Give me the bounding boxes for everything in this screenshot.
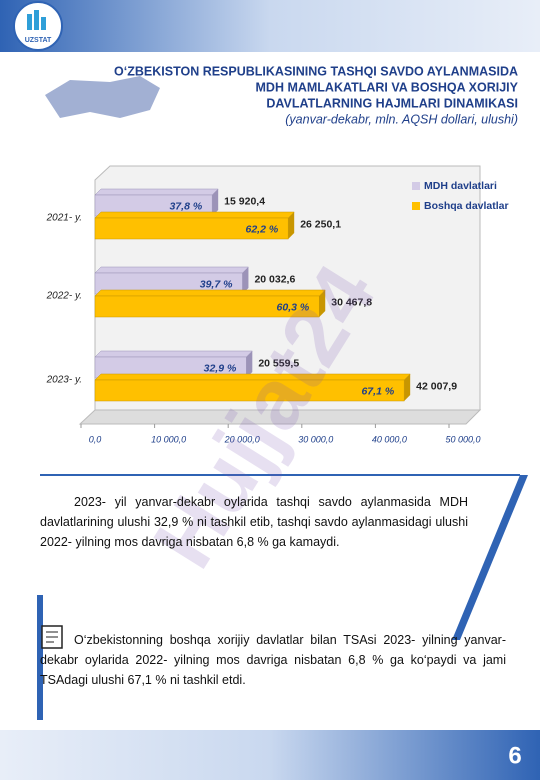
legend-swatch — [412, 182, 420, 190]
bar — [94, 379, 405, 402]
plot-floor — [78, 409, 482, 425]
value-label: 42 007,9 — [416, 380, 457, 392]
title-line: MDH MAMLAKATLARI VA BOSHQA XORIJIY — [256, 80, 519, 94]
logo-bar — [41, 17, 46, 30]
y-tick-label: 2023- y. — [46, 375, 82, 386]
subtitle: (yanvar-dekabr, mln. AQSH dollari, ulush… — [285, 112, 518, 126]
paragraph: 2023- yil yanvar-dekabr oylarida tashqi … — [40, 495, 468, 549]
map-icon — [45, 76, 160, 118]
logo-text: UZSTAT — [25, 37, 52, 44]
bar-top — [94, 211, 295, 219]
value-label: 26 250,1 — [300, 218, 341, 230]
legend-label: MDH davlatlari — [424, 180, 497, 192]
share-label: 32,9 % — [204, 362, 237, 374]
bar-side — [242, 267, 249, 294]
value-label: 15 920,4 — [224, 195, 265, 207]
bar-side — [319, 290, 326, 317]
footer-band — [0, 730, 540, 780]
logo-bar — [34, 10, 39, 30]
x-tick-label: 50 000,0 — [445, 434, 480, 444]
value-label: 20 559,5 — [258, 357, 299, 369]
title-line: O‘ZBEKISTON RESPUBLIKASINING TASHQI SAVD… — [114, 64, 518, 78]
share-label: 39,7 % — [200, 278, 233, 290]
bar — [94, 295, 320, 318]
bar-side — [246, 351, 253, 378]
logo-bar — [27, 14, 32, 30]
bar — [94, 217, 289, 240]
decor-line — [452, 475, 528, 640]
y-tick-label: 2022- y. — [46, 291, 82, 302]
x-tick-label: 40 000,0 — [372, 434, 407, 444]
title-line: DAVLATLARNING HAJMLARI DINAMIKASI — [266, 96, 518, 110]
header-band — [0, 0, 540, 52]
x-tick-label: 10 000,0 — [151, 434, 186, 444]
share-label: 62,2 % — [245, 223, 278, 235]
bar-side — [404, 374, 411, 401]
bar-side — [212, 189, 219, 216]
chart-layer: 0,0 10 000,0 20 000,0 30 000,0 40 000,0 50 00… — [46, 180, 509, 445]
share-label: 67,1 % — [361, 385, 394, 397]
note-icon-lines — [46, 631, 58, 643]
y-tick-label: 2021- y. — [46, 213, 82, 224]
bar-side — [288, 212, 295, 239]
x-tick-label: 20 000,0 — [224, 434, 260, 444]
paragraph: O‘zbekistonning boshqa xorijiy davlatlar… — [40, 633, 506, 687]
bar-top — [94, 350, 253, 358]
value-label: 30 467,8 — [331, 296, 372, 308]
page-number: 6 — [508, 742, 521, 769]
x-tick-label: 0,0 — [89, 434, 102, 444]
share-label: 60,3 % — [277, 301, 310, 313]
legend-swatch — [412, 202, 420, 210]
bar-top — [94, 188, 219, 196]
x-tick-label: 30 000,0 — [298, 434, 333, 444]
value-label: 20 032,6 — [254, 273, 295, 285]
share-label: 37,8 % — [169, 200, 202, 212]
bar-top — [94, 266, 250, 274]
legend-label: Boshqa davlatlar — [424, 200, 509, 212]
